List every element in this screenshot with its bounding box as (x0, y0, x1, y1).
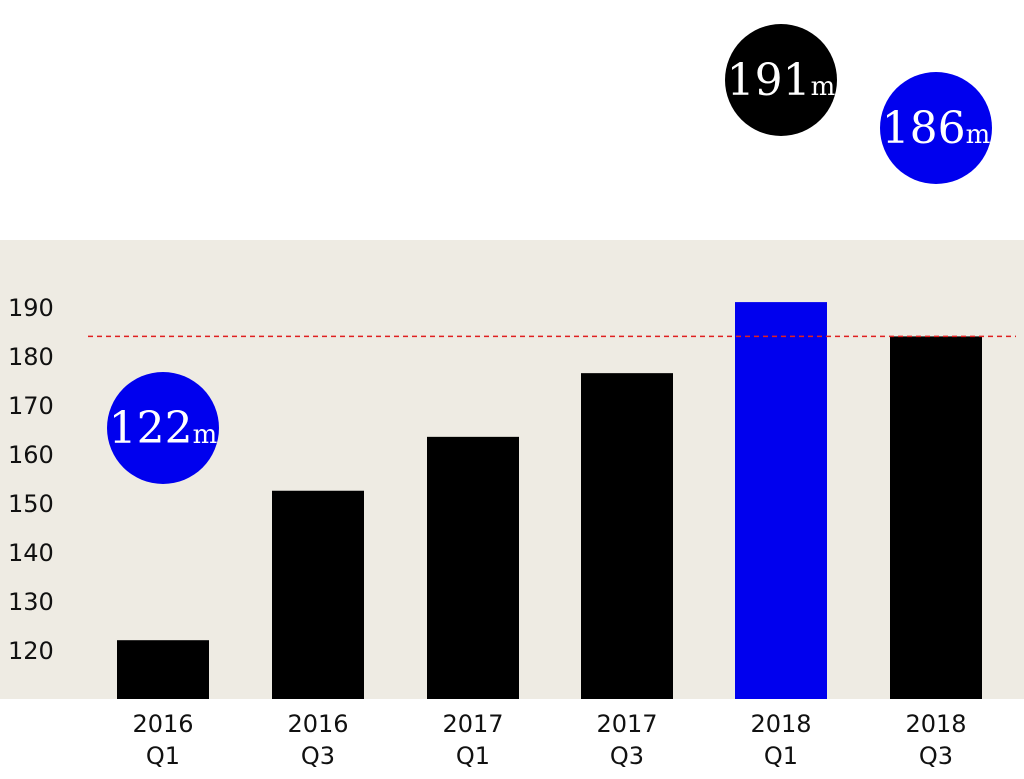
callout-bubble (107, 372, 219, 484)
y-tick-label: 130 (8, 588, 54, 616)
callout-bubble (725, 24, 837, 136)
x-tick-label: 2017 Q3 (596, 710, 657, 770)
value-callout: 186m (880, 72, 992, 184)
bars (117, 302, 982, 699)
bar (890, 336, 982, 699)
x-axis-labels: 2016 Q1 2016 Q3 2017 Q1 2017 Q3 2018 Q1 2018 Q3 (132, 710, 966, 770)
y-tick-label: 190 (8, 294, 54, 322)
value-callouts: 122m 191m 186m (107, 24, 992, 484)
bar (581, 373, 673, 699)
x-tick-label: 2018 Q3 (905, 710, 966, 770)
x-tick-label: 2018 Q1 (750, 710, 811, 770)
y-tick-label: 170 (8, 392, 54, 420)
x-tick-label: 2016 Q1 (132, 710, 193, 770)
bar (272, 490, 364, 699)
callout-label: 191m (727, 55, 836, 106)
bar (117, 640, 209, 699)
y-tick-label: 180 (8, 343, 54, 371)
y-tick-label: 120 (8, 637, 54, 665)
y-tick-label: 160 (8, 441, 54, 469)
y-tick-label: 150 (8, 490, 54, 518)
x-tick-label: 2017 Q1 (442, 710, 503, 770)
x-tick-label: 2016 Q3 (287, 710, 348, 770)
value-callout: 122m (107, 372, 219, 484)
bar (427, 436, 519, 699)
value-callout: 191m (725, 24, 837, 136)
bar (735, 302, 827, 699)
callout-bubble (880, 72, 992, 184)
y-tick-label: 140 (8, 539, 54, 567)
callout-label: 186m (882, 103, 991, 154)
y-axis-ticks: 120 130 140 150 160 170 180 190 (8, 294, 54, 665)
callout-label: 122m (109, 403, 218, 454)
